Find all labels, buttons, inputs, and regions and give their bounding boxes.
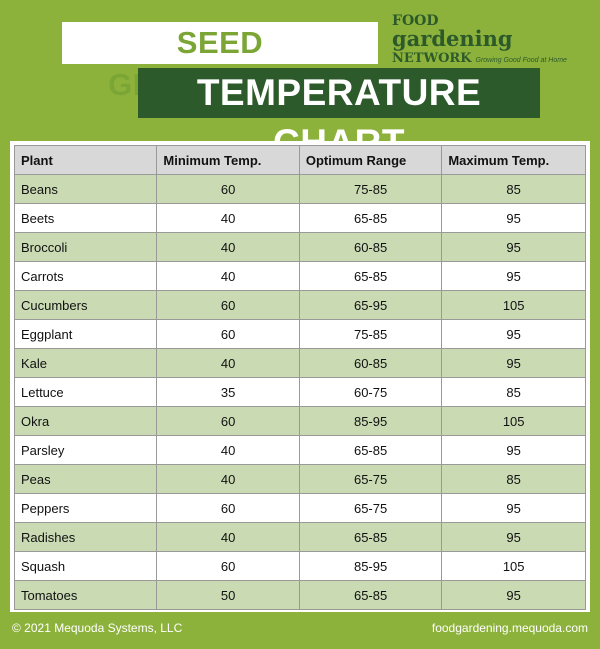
value-cell: 60-85 (298, 232, 443, 262)
value-cell: 65-85 (298, 580, 443, 610)
logo-line1: FOOD (392, 13, 439, 29)
plant-cell: Radishes (13, 522, 158, 552)
table-panel: Plant Minimum Temp. Optimum Range Maximum T… (10, 141, 590, 612)
value-cell: 60 (156, 174, 300, 204)
value-cell: 40 (156, 232, 300, 262)
table-row: Tomatoes 50 65-85 95 (13, 580, 586, 610)
logo-line2: gardening (392, 26, 513, 51)
value-cell: 85 (441, 174, 586, 204)
value-cell: 40 (156, 435, 300, 465)
value-cell: 50 (156, 580, 300, 610)
table-row: Eggplant 60 75-85 95 (13, 319, 586, 349)
plant-cell: Eggplant (13, 319, 158, 349)
value-cell: 105 (441, 406, 586, 436)
plant-cell: Parsley (13, 435, 158, 465)
table-row: Okra 60 85-95 105 (13, 406, 586, 436)
value-cell: 65-75 (298, 493, 443, 523)
table-row: Beets 40 65-85 95 (13, 203, 586, 233)
value-cell: 85-95 (298, 406, 443, 436)
value-cell: 40 (156, 522, 300, 552)
value-cell: 95 (441, 522, 586, 552)
value-cell: 60-75 (298, 377, 443, 407)
table-row: Carrots 40 65-85 95 (13, 261, 586, 291)
value-cell: 60 (156, 319, 300, 349)
value-cell: 95 (441, 232, 586, 262)
plant-cell: Lettuce (13, 377, 158, 407)
value-cell: 95 (441, 319, 586, 349)
value-cell: 40 (156, 203, 300, 233)
value-cell: 65-85 (298, 522, 443, 552)
value-cell: 60 (156, 493, 300, 523)
value-cell: 95 (441, 493, 586, 523)
value-cell: 105 (441, 551, 586, 581)
value-cell: 65-95 (298, 290, 443, 320)
value-cell: 60 (156, 290, 300, 320)
title-line2: TEMPERATURE CHART (138, 68, 540, 163)
plant-cell: Okra (13, 406, 158, 436)
plant-cell: Broccoli (13, 232, 158, 262)
column-header: Maximum Temp. (441, 145, 586, 175)
plant-cell: Peas (13, 464, 158, 494)
value-cell: 60 (156, 406, 300, 436)
value-cell: 95 (441, 580, 586, 610)
value-cell: 35 (156, 377, 300, 407)
title-line1: SEED GERMINATION (62, 22, 378, 102)
table-row: Peppers 60 65-75 95 (13, 493, 586, 523)
column-header: Minimum Temp. (156, 145, 300, 175)
table-row: Radishes 40 65-85 95 (13, 522, 586, 552)
plant-cell: Beans (13, 174, 158, 204)
column-header: Plant (13, 145, 158, 175)
column-header: Optimum Range (298, 145, 443, 175)
table-row: Squash 60 85-95 105 (13, 551, 586, 581)
table-row: Parsley 40 65-85 95 (13, 435, 586, 465)
table-row: Kale 40 60-85 95 (13, 348, 586, 378)
value-cell: 75-85 (298, 174, 443, 204)
value-cell: 60-85 (298, 348, 443, 378)
table-row: Beans 60 75-85 85 (13, 174, 586, 204)
value-cell: 40 (156, 464, 300, 494)
plant-cell: Beets (13, 203, 158, 233)
plant-cell: Kale (13, 348, 158, 378)
value-cell: 85 (441, 377, 586, 407)
plant-cell: Cucumbers (13, 290, 158, 320)
value-cell: 95 (441, 203, 586, 233)
table-row: Cucumbers 60 65-95 105 (13, 290, 586, 320)
footer-left: © 2021 Mequoda Systems, LLC (12, 621, 183, 635)
value-cell: 65-85 (298, 435, 443, 465)
value-cell: 95 (441, 261, 586, 291)
value-cell: 105 (441, 290, 586, 320)
value-cell: 60 (156, 551, 300, 581)
table-row: Broccoli 40 60-85 95 (13, 232, 586, 262)
plant-cell: Peppers (13, 493, 158, 523)
value-cell: 85 (441, 464, 586, 494)
value-cell: 65-85 (298, 261, 443, 291)
value-cell: 40 (156, 348, 300, 378)
logo: FOOD gardening NETWORK Growing Good Food … (392, 14, 567, 65)
value-cell: 40 (156, 261, 300, 291)
value-cell: 95 (441, 435, 586, 465)
table: Plant Minimum Temp. Optimum Range Maximum T… (13, 145, 586, 610)
plant-cell: Squash (13, 551, 158, 581)
plant-cell: Carrots (13, 261, 158, 291)
value-cell: 85-95 (298, 551, 443, 581)
header-row: Plant Minimum Temp. Optimum Range Maximum T… (13, 145, 586, 175)
value-cell: 95 (441, 348, 586, 378)
table-row: Lettuce 35 60-75 85 (13, 377, 586, 407)
value-cell: 65-85 (298, 203, 443, 233)
value-cell: 65-75 (298, 464, 443, 494)
value-cell: 75-85 (298, 319, 443, 349)
footer-right: foodgardening.mequoda.com (431, 621, 588, 635)
table-row: Peas 40 65-75 85 (13, 464, 586, 494)
logo-line3: NETWORK (392, 51, 472, 66)
plant-cell: Tomatoes (13, 580, 158, 610)
logo-tagline: Growing Good Food at Home (475, 57, 567, 64)
